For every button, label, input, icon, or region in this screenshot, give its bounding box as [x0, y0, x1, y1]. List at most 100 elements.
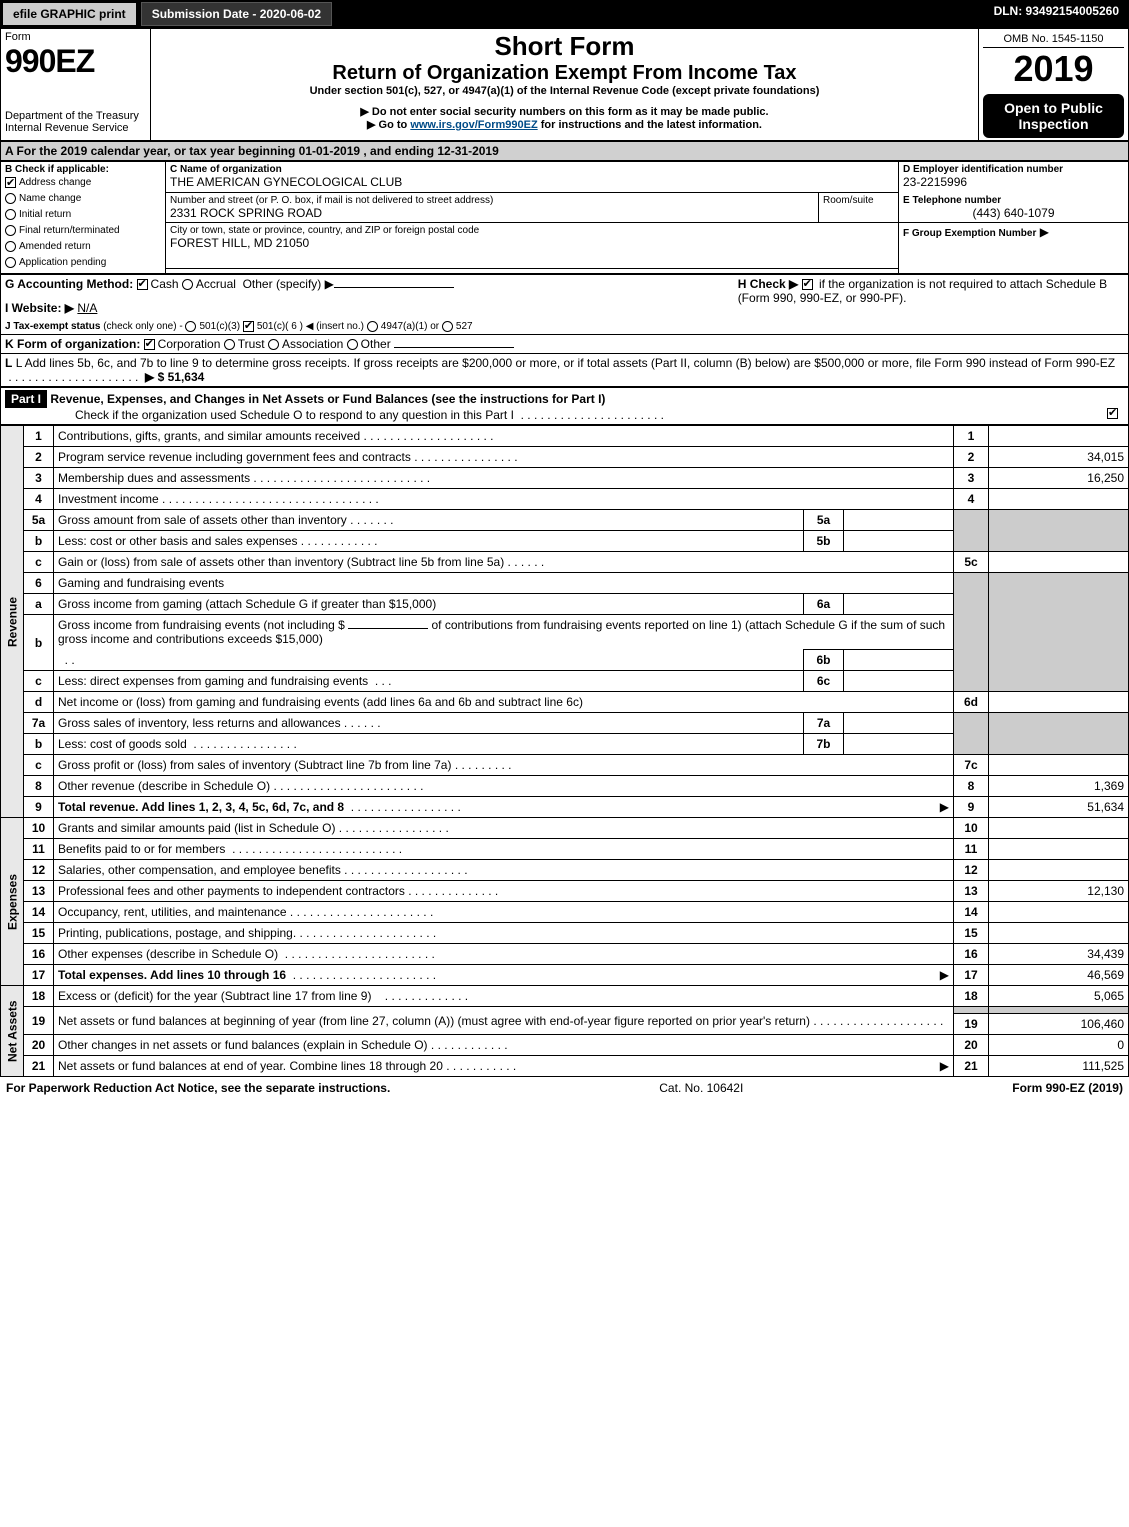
line-4-desc: Investment income — [58, 492, 159, 506]
chk-cash[interactable] — [137, 279, 148, 290]
line-16-desc: Other expenses (describe in Schedule O) — [58, 947, 278, 961]
section-b-checklist: Address change Name change Initial retur… — [5, 175, 161, 271]
org-name: THE AMERICAN GYNECOLOGICAL CLUB — [170, 175, 894, 189]
other-method-input[interactable] — [334, 287, 454, 288]
chk-501c3[interactable] — [185, 321, 196, 332]
line-7c-desc: Gross profit or (loss) from sales of inv… — [58, 758, 451, 772]
website-value: N/A — [77, 301, 97, 315]
line-10-val — [989, 818, 1129, 839]
chk-other-org[interactable] — [347, 339, 358, 350]
return-title: Return of Organization Exempt From Incom… — [155, 62, 974, 85]
city-value: FOREST HILL, MD 21050 — [170, 236, 894, 250]
section-g-label: G Accounting Method: — [5, 277, 133, 291]
dln-label: DLN: 93492154005260 — [984, 0, 1129, 28]
line-5c-rnum: 5c — [954, 552, 989, 573]
lbl-trust: Trust — [238, 337, 265, 351]
line-13-num: 13 — [24, 881, 54, 902]
line-7c-num: c — [24, 755, 54, 776]
section-b-label: B Check if applicable: — [5, 164, 161, 175]
line-9-num: 9 — [24, 797, 54, 818]
lbl-527: 527 — [456, 321, 473, 332]
line-6a-mid: 6a — [804, 594, 844, 615]
line-20-num: 20 — [24, 1035, 54, 1056]
chk-application-pending[interactable] — [5, 257, 16, 268]
chk-address-change[interactable] — [5, 177, 16, 188]
line-4-rnum: 4 — [954, 489, 989, 510]
lbl-corporation: Corporation — [158, 337, 221, 351]
line-7a-desc: Gross sales of inventory, less returns a… — [58, 716, 341, 730]
line-18-desc: Excess or (deficit) for the year (Subtra… — [58, 989, 371, 1003]
line-7b-mid: 7b — [804, 734, 844, 755]
line-7a-mid: 7a — [804, 713, 844, 734]
chk-final-return[interactable] — [5, 225, 16, 236]
line-6d-desc: Net income or (loss) from gaming and fun… — [54, 692, 954, 713]
chk-corporation[interactable] — [144, 339, 155, 350]
dept-treasury: Department of the Treasury — [5, 110, 146, 122]
line-4-val — [989, 489, 1129, 510]
top-bar: efile GRAPHIC print Submission Date - 20… — [0, 0, 1129, 28]
line-19-num: 19 — [24, 1007, 54, 1035]
section-l-amount: ▶ $ 51,634 — [145, 370, 204, 384]
chk-schedule-b[interactable] — [802, 279, 813, 290]
line-4-num: 4 — [24, 489, 54, 510]
line-7a-num: 7a — [24, 713, 54, 734]
short-form-title: Short Form — [155, 31, 974, 62]
chk-association[interactable] — [268, 339, 279, 350]
phone-value: (443) 640-1079 — [903, 206, 1124, 220]
part1-tag: Part I — [5, 390, 47, 408]
line-21-val: 111,525 — [989, 1056, 1129, 1077]
line-8-num: 8 — [24, 776, 54, 797]
chk-name-change[interactable] — [5, 193, 16, 204]
line-6d-rnum: 6d — [954, 692, 989, 713]
chk-trust[interactable] — [224, 339, 235, 350]
chk-527[interactable] — [442, 321, 453, 332]
line-11-desc: Benefits paid to or for members — [58, 842, 225, 856]
lbl-final-return: Final return/terminated — [19, 225, 120, 236]
section-j-note: (check only one) - — [103, 321, 182, 332]
page-footer: For Paperwork Reduction Act Notice, see … — [0, 1077, 1129, 1099]
irs-link[interactable]: www.irs.gov/Form990EZ — [410, 119, 537, 131]
line-1-num: 1 — [24, 426, 54, 447]
section-h-label: H Check ▶ — [738, 277, 799, 291]
chk-amended-return[interactable] — [5, 241, 16, 252]
line-11-val — [989, 839, 1129, 860]
line-7a-midval — [844, 713, 954, 734]
line-12-num: 12 — [24, 860, 54, 881]
omb-number: OMB No. 1545-1150 — [983, 31, 1124, 48]
line-20-desc: Other changes in net assets or fund bala… — [58, 1038, 428, 1052]
no-ssn-note: ▶ Do not enter social security numbers o… — [155, 105, 974, 118]
chk-4947[interactable] — [367, 321, 378, 332]
section-i-label: I Website: ▶ — [5, 301, 74, 315]
goto-line: ▶ Go to www.irs.gov/Form990EZ for instru… — [155, 118, 974, 131]
chk-initial-return[interactable] — [5, 209, 16, 220]
chk-accrual[interactable] — [182, 279, 193, 290]
line-17-rnum: 17 — [954, 965, 989, 986]
line-19-val: 106,460 — [989, 1014, 1129, 1035]
line-7c-rnum: 7c — [954, 755, 989, 776]
line-15-desc: Printing, publications, postage, and shi… — [58, 926, 296, 940]
line-2-rnum: 2 — [954, 447, 989, 468]
line-14-val — [989, 902, 1129, 923]
line-5b-desc: Less: cost or other basis and sales expe… — [58, 534, 297, 548]
line-5c-num: c — [24, 552, 54, 573]
line-16-num: 16 — [24, 944, 54, 965]
line-18-rnum: 18 — [954, 986, 989, 1007]
line-10-rnum: 10 — [954, 818, 989, 839]
line-11-rnum: 11 — [954, 839, 989, 860]
chk-schedule-o[interactable] — [1107, 408, 1118, 419]
lbl-initial-return: Initial return — [19, 209, 71, 220]
other-org-input[interactable] — [394, 347, 514, 348]
chk-501c[interactable] — [243, 321, 254, 332]
line-20-rnum: 20 — [954, 1035, 989, 1056]
line-17-val: 46,569 — [989, 965, 1129, 986]
line-21-rnum: 21 — [954, 1056, 989, 1077]
line-6d-val — [989, 692, 1129, 713]
goto-post: for instructions and the latest informat… — [538, 119, 762, 131]
line-12-val — [989, 860, 1129, 881]
line-6a-desc: Gross income from gaming (attach Schedul… — [54, 594, 804, 615]
row-a-period: A For the 2019 calendar year, or tax yea… — [1, 142, 1129, 161]
efile-print-button[interactable]: efile GRAPHIC print — [2, 2, 137, 26]
lbl-application-pending: Application pending — [19, 257, 106, 268]
line-6b-amount-input[interactable] — [348, 628, 428, 629]
lbl-501c: 501(c)( 6 ) ◀ (insert no.) — [257, 321, 364, 332]
